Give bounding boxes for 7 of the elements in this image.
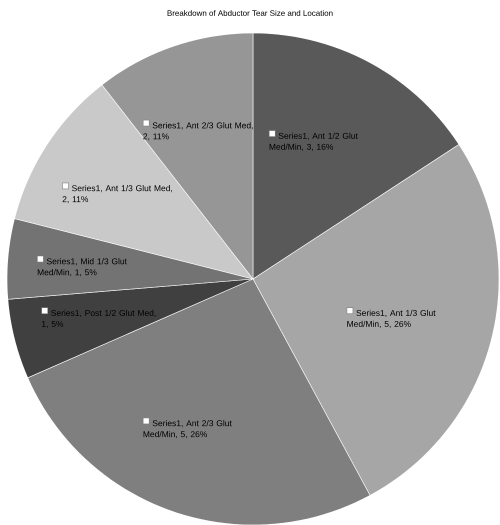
data-label: Series1, Ant 1/2 Glut Med/Min, 3, 16%: [270, 132, 358, 151]
data-label: Series1, Ant 2/3 Glut Med/Min, 5, 26%: [144, 420, 232, 438]
data-label: Series1, Ant 1/3 Glut Med, 2, 11%: [62, 184, 172, 204]
data-label: Series1, Post 1/2 Glut Med, 1, 5%: [42, 310, 156, 328]
data-label: Series1, Ant 2/3 Glut Med, 2, 11%: [143, 122, 253, 140]
data-label: Series1, Mid 1/3 Glut Med/Min, 1, 5%: [38, 258, 127, 276]
data-label: Series1, Ant 1/3 Glut Med/Min, 5, 26%: [347, 310, 436, 328]
